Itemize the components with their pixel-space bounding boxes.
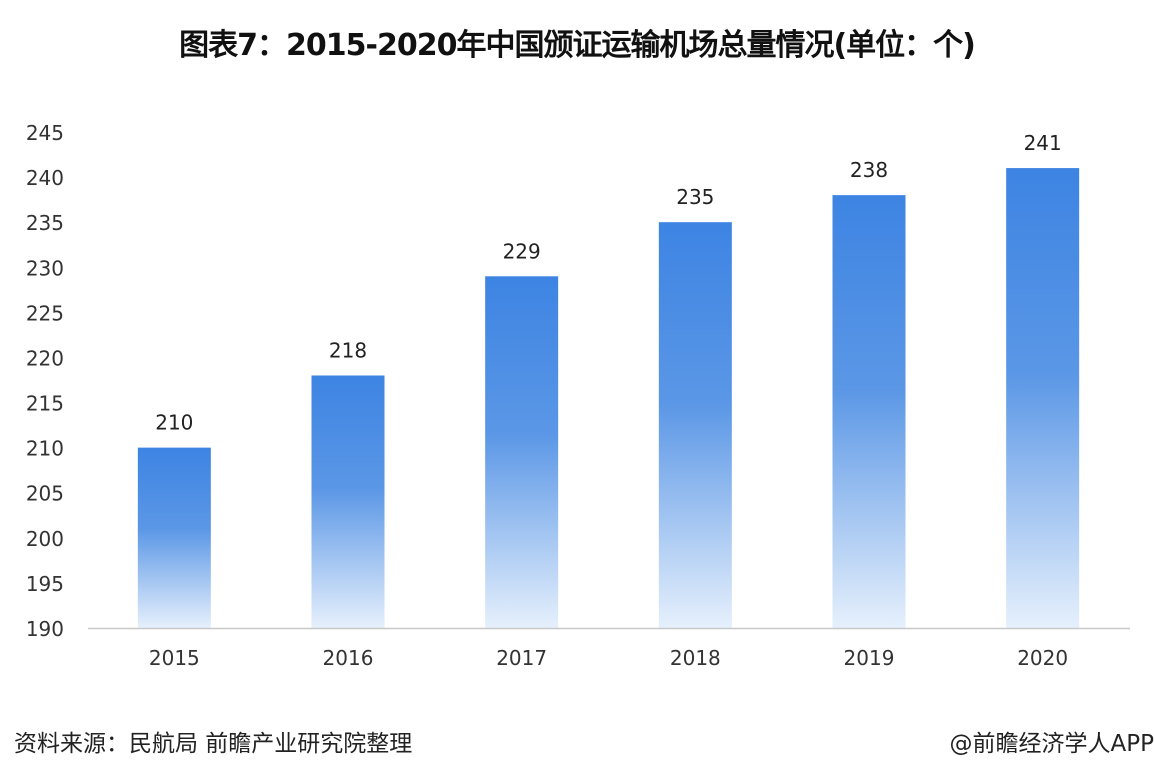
x-tick-label: 2018 <box>670 646 721 670</box>
x-tick-label: 2015 <box>149 646 200 670</box>
data-label: 235 <box>676 185 714 209</box>
data-label: 238 <box>850 158 888 182</box>
bar-2020 <box>1006 168 1080 628</box>
y-tick-label: 245 <box>26 121 64 145</box>
x-axis: 2015 2016 2017 2018 2019 2020 <box>149 646 1068 670</box>
x-tick-label: 2017 <box>496 646 547 670</box>
y-tick-label: 220 <box>26 346 64 370</box>
credit-note: @前瞻经济学人APP <box>949 731 1154 757</box>
data-label: 210 <box>155 411 193 435</box>
bars: 210 218 229 235 238 241 <box>137 131 1080 629</box>
data-label: 229 <box>503 239 541 263</box>
x-tick-label: 2020 <box>1017 646 1068 670</box>
y-axis: 190 195 200 205 210 215 220 225 230 235 240 245 <box>26 121 64 641</box>
y-tick-label: 230 <box>26 256 64 280</box>
y-tick-label: 205 <box>26 482 64 506</box>
y-tick-label: 215 <box>26 392 64 416</box>
bar-2019 <box>832 195 906 629</box>
source-note: 资料来源：民航局 前瞻产业研究院整理 <box>14 731 413 757</box>
bar-2018 <box>658 222 732 628</box>
y-tick-label: 240 <box>26 166 64 190</box>
y-tick-label: 195 <box>26 572 64 596</box>
y-tick-label: 210 <box>26 437 64 461</box>
data-label: 241 <box>1024 131 1062 155</box>
bar-2015 <box>137 447 211 628</box>
y-tick-label: 200 <box>26 527 64 551</box>
x-tick-label: 2016 <box>323 646 374 670</box>
x-tick-label: 2019 <box>844 646 895 670</box>
chart-title: 图表7：2015-2020年中国颁证运输机场总量情况(单位：个) <box>179 28 976 63</box>
y-tick-label: 225 <box>26 301 64 325</box>
y-tick-label: 235 <box>26 211 64 235</box>
bar-2017 <box>485 276 559 628</box>
y-tick-label: 190 <box>26 617 64 641</box>
bar-2016 <box>311 375 385 628</box>
data-label: 218 <box>329 338 367 362</box>
bar-chart: 190 195 200 205 210 215 220 225 230 235 240 245 210… <box>26 121 1130 670</box>
